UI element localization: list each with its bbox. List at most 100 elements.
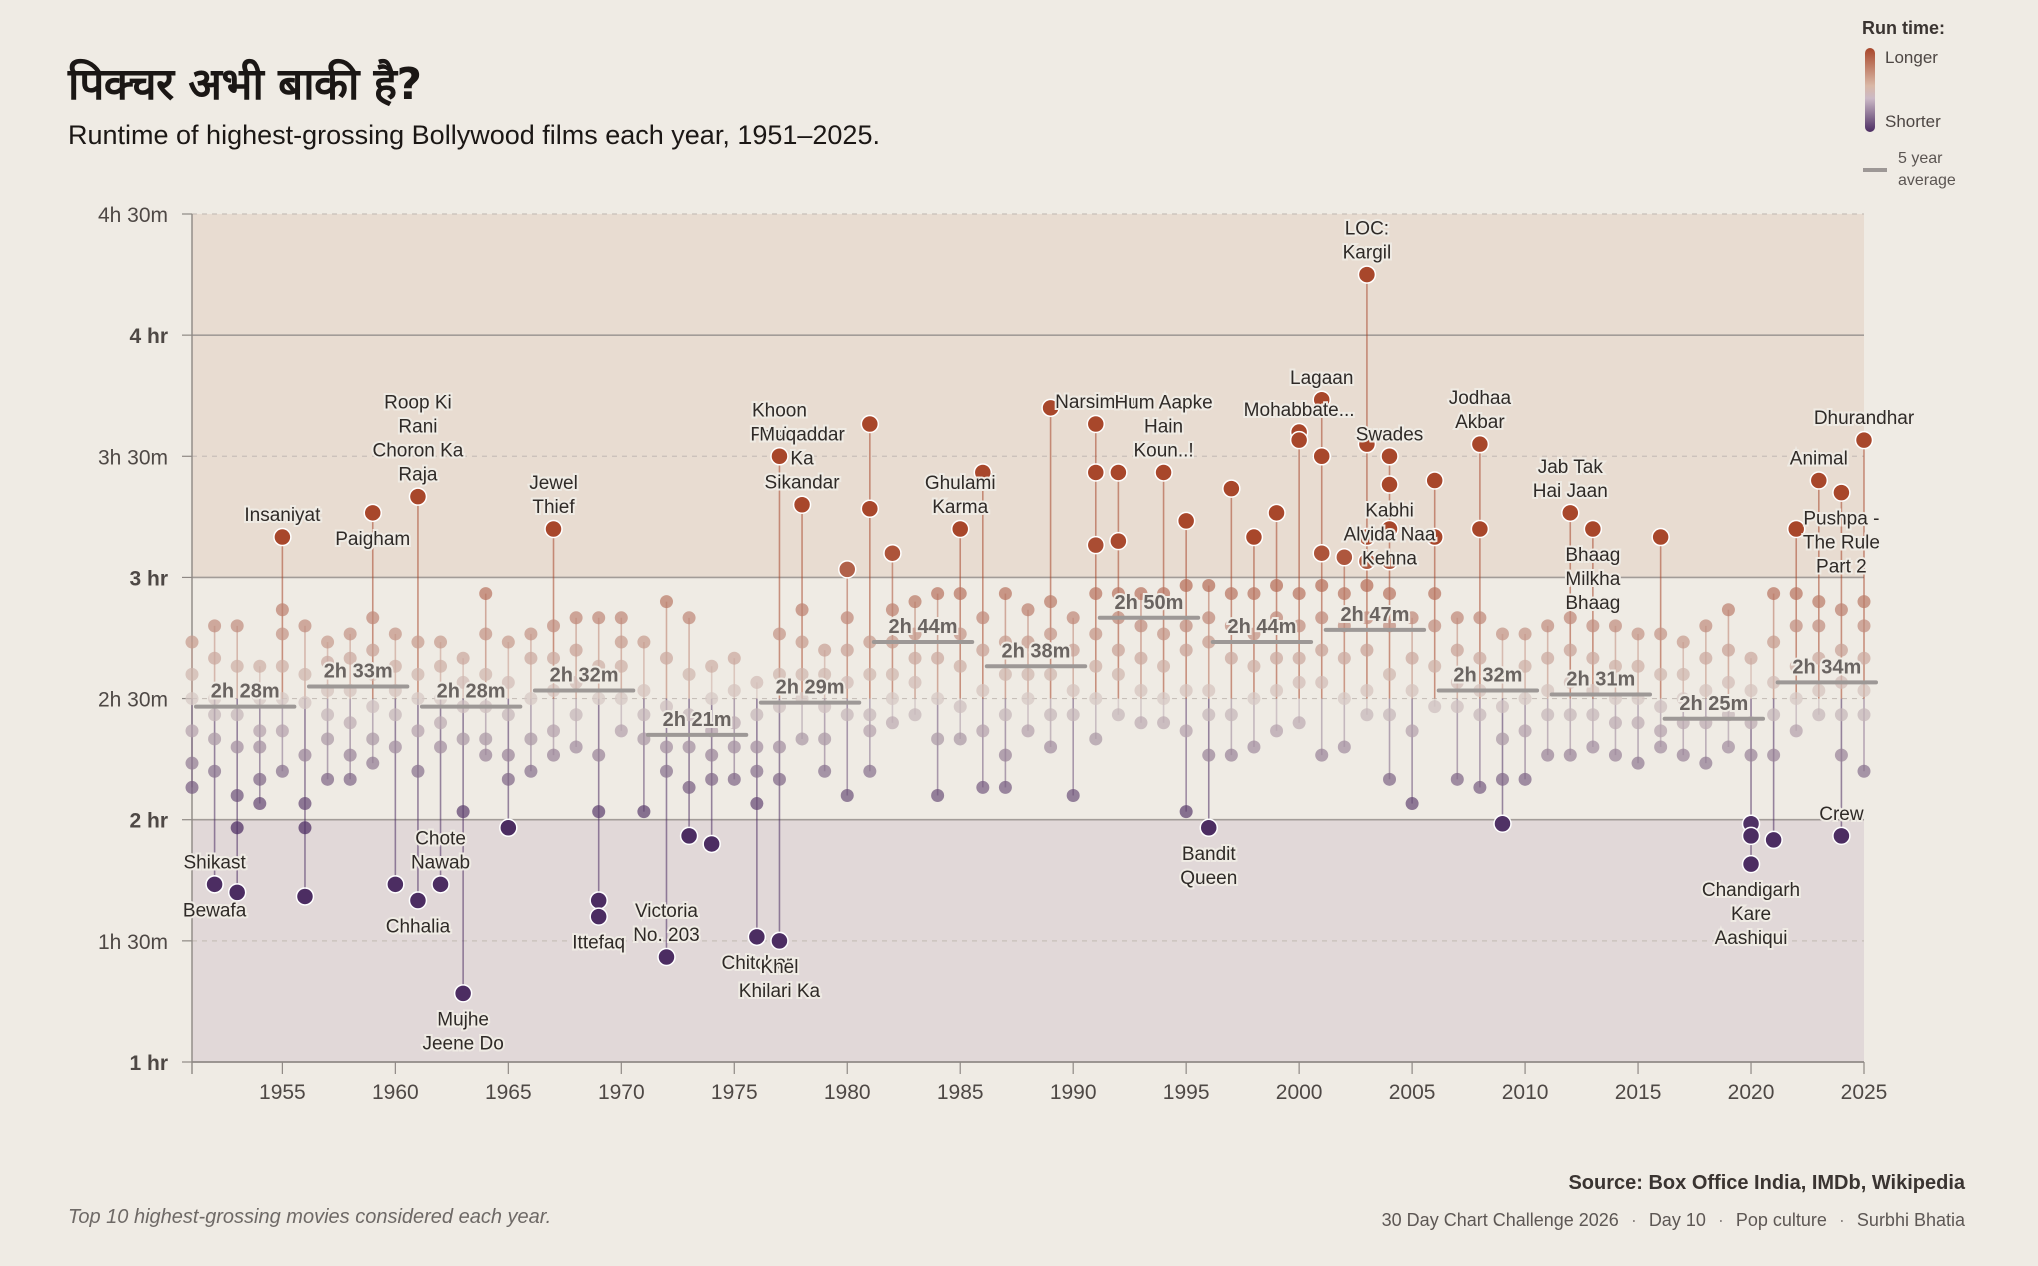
credit-author: Surbhi Bhatia xyxy=(1857,1210,1965,1231)
film-point xyxy=(1858,595,1871,608)
film-point xyxy=(1519,692,1532,705)
film-title-line: Dhurandhar xyxy=(1814,408,1915,429)
film-point xyxy=(886,668,899,681)
film-point xyxy=(1586,741,1599,754)
film-title-line: Hain xyxy=(1144,416,1183,437)
highlighted-film-point xyxy=(1652,529,1669,546)
film-point xyxy=(366,732,379,745)
film-point xyxy=(344,627,357,640)
film-title-line: Part 2 xyxy=(1816,557,1867,578)
film-point xyxy=(999,708,1012,721)
film-point xyxy=(1338,692,1351,705)
film-point xyxy=(276,765,289,778)
film-title-line: Swades xyxy=(1356,424,1424,445)
credit-day: Day 10 xyxy=(1649,1210,1706,1231)
film-point xyxy=(186,636,199,649)
film-title-label: Chhalia xyxy=(386,916,451,937)
film-title-line: Akbar xyxy=(1455,412,1505,433)
legend: Run time: Longer Shorter 5 year average xyxy=(1862,18,2032,39)
highlighted-film-point xyxy=(1471,436,1488,453)
average-label: 2h 33m xyxy=(324,660,393,682)
film-point xyxy=(660,765,673,778)
film-title-label: Crew xyxy=(1819,804,1864,825)
film-title-line: Nawab xyxy=(411,852,470,873)
film-point xyxy=(1564,708,1577,721)
film-point xyxy=(954,732,967,745)
film-point xyxy=(818,732,831,745)
film-point xyxy=(321,708,334,721)
film-point xyxy=(321,732,334,745)
runtime-chart: 1 hr1h 30m2 hr2h 30m3 hr3h 30m4 hr4h 30m… xyxy=(0,0,2038,1160)
film-title-line: Jab Tak xyxy=(1538,457,1604,478)
x-tick-label: 1995 xyxy=(1163,1081,1210,1104)
film-point xyxy=(1383,708,1396,721)
film-point xyxy=(705,749,718,762)
highlighted-film-point xyxy=(952,520,969,537)
highlighted-film-point xyxy=(387,876,404,893)
average-label: 2h 47m xyxy=(1340,604,1409,626)
source-line: Source: Box Office India, IMDb, Wikipedi… xyxy=(1568,1172,1965,1195)
film-point xyxy=(1225,749,1238,762)
film-point xyxy=(976,684,989,697)
film-point xyxy=(1202,708,1215,721)
highlighted-film-point xyxy=(1743,856,1760,873)
highlighted-film-point xyxy=(1268,504,1285,521)
film-point xyxy=(231,708,244,721)
film-point xyxy=(1586,619,1599,632)
film-point xyxy=(637,636,650,649)
film-title-label: Insaniyat xyxy=(244,505,321,526)
film-point xyxy=(570,611,583,624)
film-point xyxy=(796,603,809,616)
film-point xyxy=(1496,700,1509,713)
film-point xyxy=(841,708,854,721)
film-point xyxy=(796,732,809,745)
film-point xyxy=(1699,757,1712,770)
average-label: 2h 32m xyxy=(550,664,619,686)
film-point xyxy=(1315,611,1328,624)
highlighted-film-point xyxy=(455,985,472,1002)
highlighted-film-point xyxy=(1313,448,1330,465)
film-point xyxy=(298,749,311,762)
film-point xyxy=(1519,627,1532,640)
film-point xyxy=(1722,741,1735,754)
film-title-label: Dhurandhar xyxy=(1814,408,1915,429)
film-point xyxy=(1406,684,1419,697)
film-title-line: Aashiqui xyxy=(1715,928,1788,949)
film-point xyxy=(321,773,334,786)
film-point xyxy=(1247,660,1260,673)
film-point xyxy=(1112,644,1125,657)
highlighted-film-point xyxy=(1110,533,1127,550)
film-title-line: Hum Aapke xyxy=(1114,392,1212,413)
film-point xyxy=(1202,611,1215,624)
film-point xyxy=(1767,749,1780,762)
film-point xyxy=(1067,789,1080,802)
film-point xyxy=(502,636,515,649)
film-point xyxy=(592,805,605,818)
film-point xyxy=(841,789,854,802)
film-point xyxy=(479,749,492,762)
film-point xyxy=(1428,700,1441,713)
average-label: 2h 28m xyxy=(211,681,280,703)
film-point xyxy=(1541,619,1554,632)
film-point xyxy=(208,652,221,665)
film-title-line: Lagaan xyxy=(1290,368,1353,389)
highlighted-film-point xyxy=(1471,520,1488,537)
y-tick-label: 4 hr xyxy=(129,325,168,348)
legend-title: Run time: xyxy=(1862,18,2032,39)
film-title-line: Sikandar xyxy=(765,473,841,494)
film-point xyxy=(592,749,605,762)
x-tick-label: 1960 xyxy=(372,1081,419,1104)
film-point xyxy=(1496,627,1509,640)
y-tick-label: 4h 30m xyxy=(98,204,168,227)
film-point xyxy=(457,805,470,818)
film-point xyxy=(570,708,583,721)
film-point xyxy=(1858,684,1871,697)
film-point xyxy=(1858,619,1871,632)
film-point xyxy=(615,611,628,624)
x-tick-label: 2005 xyxy=(1389,1081,1436,1104)
film-point xyxy=(1112,668,1125,681)
film-point xyxy=(909,652,922,665)
film-point xyxy=(660,652,673,665)
film-point xyxy=(344,749,357,762)
highlighted-film-point xyxy=(771,932,788,949)
